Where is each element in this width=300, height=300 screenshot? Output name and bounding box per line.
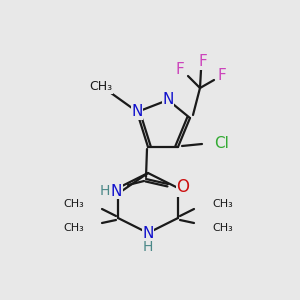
Text: N: N (142, 226, 154, 241)
Text: F: F (176, 62, 184, 77)
Text: CH₃: CH₃ (89, 80, 112, 94)
Text: H: H (143, 240, 153, 254)
Text: N: N (162, 92, 174, 107)
Text: F: F (199, 55, 207, 70)
Text: CH₃: CH₃ (63, 199, 84, 209)
Text: CH₃: CH₃ (63, 223, 84, 233)
Text: O: O (176, 178, 190, 196)
Text: CH₃: CH₃ (212, 199, 233, 209)
Text: N: N (111, 184, 122, 199)
Text: N: N (131, 104, 143, 119)
Text: CH₃: CH₃ (212, 223, 233, 233)
Text: Cl: Cl (214, 136, 230, 151)
Text: F: F (218, 68, 226, 83)
Text: H: H (100, 184, 110, 198)
